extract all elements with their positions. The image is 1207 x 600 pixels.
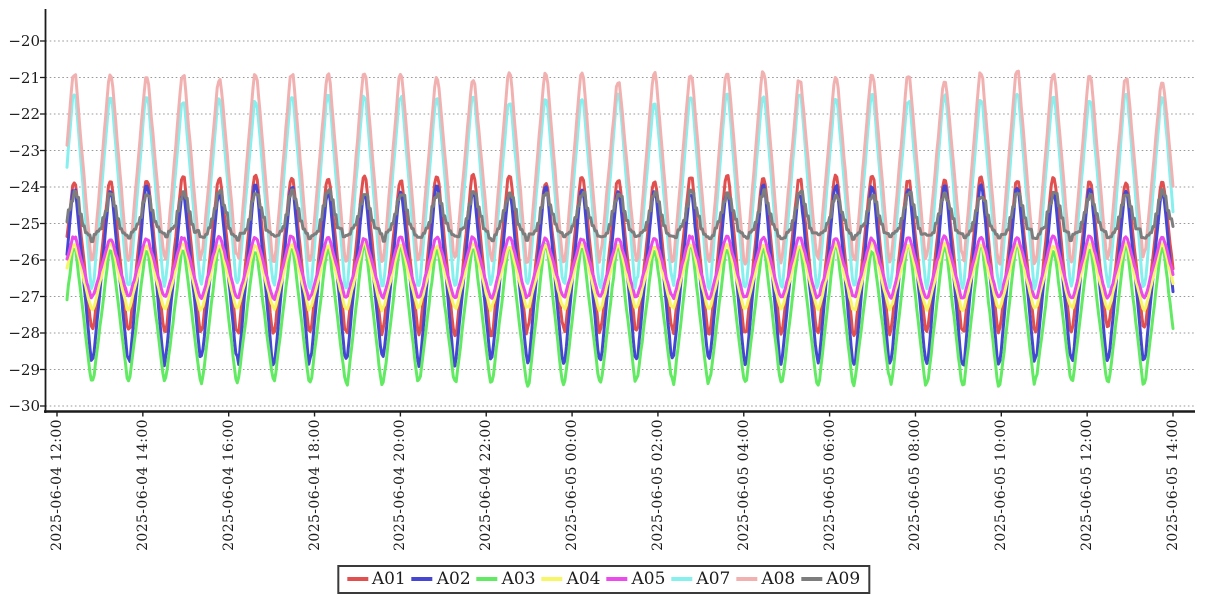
y-tick-label: −22: [8, 105, 40, 123]
legend-swatch-a02: [411, 577, 433, 581]
legend-swatch-a07: [671, 577, 693, 581]
legend-swatch-a04: [541, 577, 563, 581]
legend-label: A09: [826, 569, 861, 589]
x-tick-label: 2025-06-05 14:00: [1165, 419, 1181, 551]
legend-swatch-a05: [606, 577, 628, 581]
series-line-a05: [65, 234, 1175, 301]
legend-item-a05: A05: [606, 569, 666, 589]
legend-label: A01: [371, 569, 406, 589]
legend-item-a02: A02: [411, 569, 471, 589]
x-tick-label: 2025-06-04 14:00: [134, 419, 151, 551]
legend-item-a04: A04: [541, 569, 601, 589]
legend-swatch-a03: [476, 577, 498, 581]
x-tick-label: 2025-06-05 06:00: [821, 419, 838, 551]
legend-label: A02: [436, 569, 471, 589]
y-tick-label: −26: [8, 251, 40, 269]
x-tick-label: 2025-06-04 12:00: [49, 419, 65, 551]
y-tick-label: −24: [8, 178, 40, 196]
legend: A01 A02 A03 A04 A05 A07 A08 A09: [336, 565, 871, 594]
y-tick-label: −21: [8, 68, 40, 87]
legend-item-a03: A03: [476, 569, 536, 589]
legend-item-a07: A07: [671, 569, 730, 589]
legend-label: A04: [566, 569, 601, 589]
legend-swatch-a09: [801, 577, 823, 581]
series-line-a08: [65, 69, 1175, 266]
x-tick-label: 2025-06-05 12:00: [1079, 419, 1096, 551]
legend-label: A05: [631, 569, 666, 589]
y-tick-label: −27: [8, 287, 40, 306]
y-tick-label: −20: [8, 32, 40, 50]
x-tick-label: 2025-06-05 10:00: [993, 419, 1010, 551]
legend-label: A03: [501, 569, 536, 589]
series-line-a09: [65, 188, 1175, 244]
legend-label: A08: [761, 569, 796, 589]
x-tick-label: 2025-06-05 04:00: [735, 419, 752, 551]
x-tick-label: 2025-06-05 00:00: [564, 419, 581, 551]
y-tick-label: −30: [8, 397, 40, 415]
legend-item-a09: A09: [801, 569, 860, 589]
legend-swatch-a01: [346, 577, 368, 581]
x-tick-label: 2025-06-04 20:00: [392, 419, 409, 551]
y-tick-label: −28: [8, 324, 40, 342]
series-line-a03: [65, 242, 1175, 388]
legend-label: A07: [696, 569, 731, 589]
x-tick-label: 2025-06-05 08:00: [907, 419, 924, 551]
y-tick-label: −25: [8, 214, 40, 233]
x-tick-label: 2025-06-05 02:00: [649, 419, 666, 551]
y-tick-label: −23: [8, 141, 40, 160]
y-tick-label: −29: [8, 360, 40, 379]
x-tick-label: 2025-06-04 18:00: [306, 419, 323, 551]
x-tick-label: 2025-06-04 16:00: [220, 419, 237, 551]
legend-item-a08: A08: [736, 569, 795, 589]
legend-item-a01: A01: [346, 569, 406, 589]
x-tick-label: 2025-06-04 22:00: [478, 419, 495, 551]
series-line-a04: [65, 241, 1175, 313]
legend-swatch-a08: [736, 577, 758, 581]
